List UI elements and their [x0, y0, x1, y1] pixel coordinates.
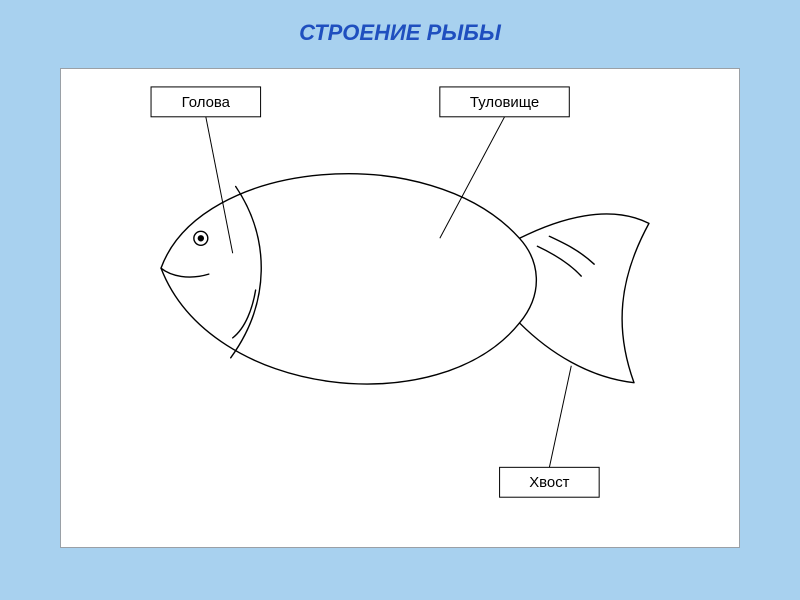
- fish-body-outline: [161, 174, 536, 384]
- page-title: СТРОЕНИЕ РЫБЫ: [0, 20, 800, 46]
- lead-line-head: [206, 117, 233, 253]
- label-body: Туловище: [470, 94, 539, 111]
- slide-background: СТРОЕНИЕ РЫБЫ Голова Тул: [0, 0, 800, 600]
- fish-gill-line: [231, 187, 262, 358]
- diagram-frame: Голова Туловище Хвост: [60, 68, 740, 548]
- fish-gill-inner: [233, 290, 256, 338]
- fish-eye-inner: [198, 235, 204, 241]
- fish-tail-detail-2: [537, 246, 581, 276]
- label-head: Голова: [182, 94, 231, 111]
- lead-line-body: [440, 117, 505, 238]
- fish-tail-outline: [520, 214, 649, 383]
- fish-mouth: [161, 268, 209, 277]
- lead-line-tail: [549, 366, 571, 468]
- fish-tail-detail-1: [549, 236, 594, 264]
- fish-diagram-svg: Голова Туловище Хвост: [61, 69, 739, 547]
- label-tail: Хвост: [529, 474, 569, 491]
